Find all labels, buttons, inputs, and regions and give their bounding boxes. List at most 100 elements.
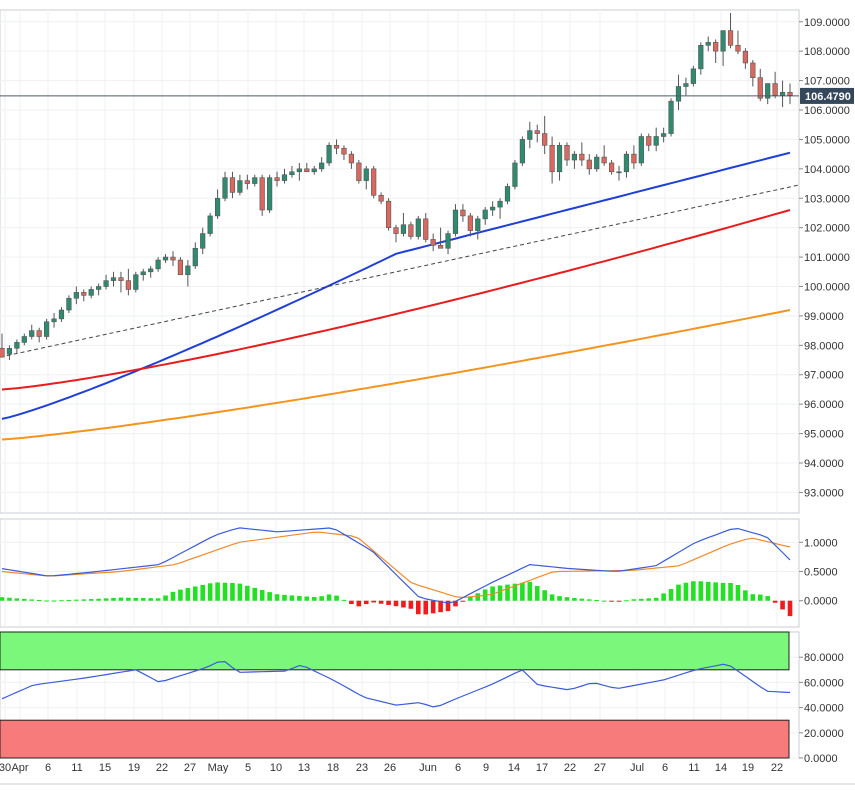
macd-histogram-bar (564, 597, 570, 601)
candle-body (133, 274, 139, 290)
candle-body (155, 259, 161, 270)
candle-body (348, 153, 355, 164)
candle-body (661, 133, 667, 137)
macd-histogram-bar (326, 594, 332, 601)
macd-histogram-bar (765, 596, 771, 601)
candle-body (542, 133, 548, 146)
macd-histogram-bar (21, 598, 27, 601)
macd-histogram-bar (601, 600, 607, 602)
macd-histogram-bar (401, 600, 406, 608)
macd-histogram-bar (222, 582, 228, 601)
candle-body (713, 42, 719, 52)
candle-body (6, 347, 13, 355)
macd-histogram-bar (430, 600, 436, 614)
x-tick-label: 17 (536, 762, 548, 774)
macd-histogram-bar (341, 599, 347, 601)
y-tick-label: 93.0000 (804, 487, 844, 499)
macd-histogram-bar (586, 599, 592, 601)
candle-body (81, 292, 87, 296)
macd-histogram-bar (36, 599, 42, 601)
macd-y-tick-label: 1.0000 (804, 537, 838, 549)
candle-body (363, 168, 369, 181)
candle-body (772, 83, 778, 96)
candle-body (88, 289, 94, 296)
macd-histogram-bar (691, 581, 696, 601)
macd-histogram-bar (192, 586, 198, 601)
macd-histogram-bar (557, 596, 562, 601)
macd-histogram-bar (735, 584, 741, 601)
candle-body (408, 224, 414, 237)
macd-histogram-bar (549, 594, 555, 601)
x-tick-label: 5 (245, 762, 251, 774)
candle-body (616, 171, 622, 174)
y-tick-label: 96.0000 (804, 399, 844, 411)
candle-body (21, 336, 27, 343)
macd-histogram-bar (453, 600, 458, 607)
macd-histogram-bar (624, 600, 629, 602)
macd-histogram-bar (155, 598, 161, 601)
candle-body (571, 153, 578, 161)
x-tick-label: 14 (715, 762, 727, 774)
macd-histogram-bar (148, 598, 153, 601)
macd-histogram-bar (178, 589, 183, 601)
candle-body (757, 77, 763, 99)
macd-histogram-bar (230, 582, 235, 601)
candle-body (623, 153, 630, 173)
macd-histogram-bar (237, 583, 243, 601)
candle-body (534, 130, 540, 134)
macd-histogram-bar (215, 582, 220, 601)
candle-body (504, 186, 511, 202)
macd-histogram-bar (259, 589, 265, 601)
candle-body (735, 44, 741, 52)
macd-histogram-bar (126, 597, 131, 601)
macd-histogram-bar (96, 598, 101, 601)
candle-body (631, 153, 637, 164)
x-tick-label: 6 (455, 762, 461, 774)
macd-histogram-bar (653, 597, 659, 601)
last-price-label: 106.4790 (805, 91, 851, 103)
candle-body (252, 177, 258, 184)
sma-fast-line (1, 151, 791, 420)
macd-histogram-bar (520, 582, 525, 601)
macd-histogram-bar (639, 598, 644, 601)
macd-histogram-bar (616, 600, 622, 602)
macd-histogram-bar (59, 600, 64, 602)
macd-histogram-bar (393, 600, 399, 607)
y-tick-label: 95.0000 (804, 429, 844, 441)
x-tick-label: 22 (156, 762, 168, 774)
macd-histogram-bar (245, 585, 250, 601)
macd-histogram-bar (0, 597, 5, 601)
candle-body (296, 168, 302, 173)
candle-body (371, 168, 377, 196)
macd-histogram-bar (423, 600, 429, 615)
x-tick-label: 27 (594, 762, 606, 774)
candle-body (58, 309, 65, 320)
y-tick-label: 102.0000 (804, 223, 850, 235)
candle-body (192, 247, 198, 267)
y-tick-label: 108.0000 (804, 46, 850, 58)
candle-body (259, 177, 265, 211)
candle-body (430, 239, 436, 246)
candle-body (103, 280, 109, 287)
candle-body (445, 233, 451, 249)
y-tick-label: 98.0000 (804, 340, 844, 352)
candle-body (415, 218, 421, 237)
macd-histogram-bar (772, 600, 778, 603)
macd-histogram-bar (7, 597, 12, 601)
macd-histogram-bar (74, 599, 79, 601)
macd-signal-line (1, 531, 791, 599)
candle-body (289, 171, 295, 176)
y-tick-label: 103.0000 (804, 193, 850, 205)
candle-body (281, 174, 288, 181)
macd-histogram-bar (386, 600, 391, 605)
candle-body (720, 30, 726, 52)
macd-histogram-bar (512, 583, 518, 601)
candle-body (765, 83, 771, 99)
candle-body (66, 297, 72, 311)
macd-histogram-bar (527, 581, 533, 601)
x-tick-label: 22 (564, 762, 576, 774)
candle-body (162, 256, 169, 261)
macd-y-tick-label: 0.0000 (804, 596, 838, 608)
